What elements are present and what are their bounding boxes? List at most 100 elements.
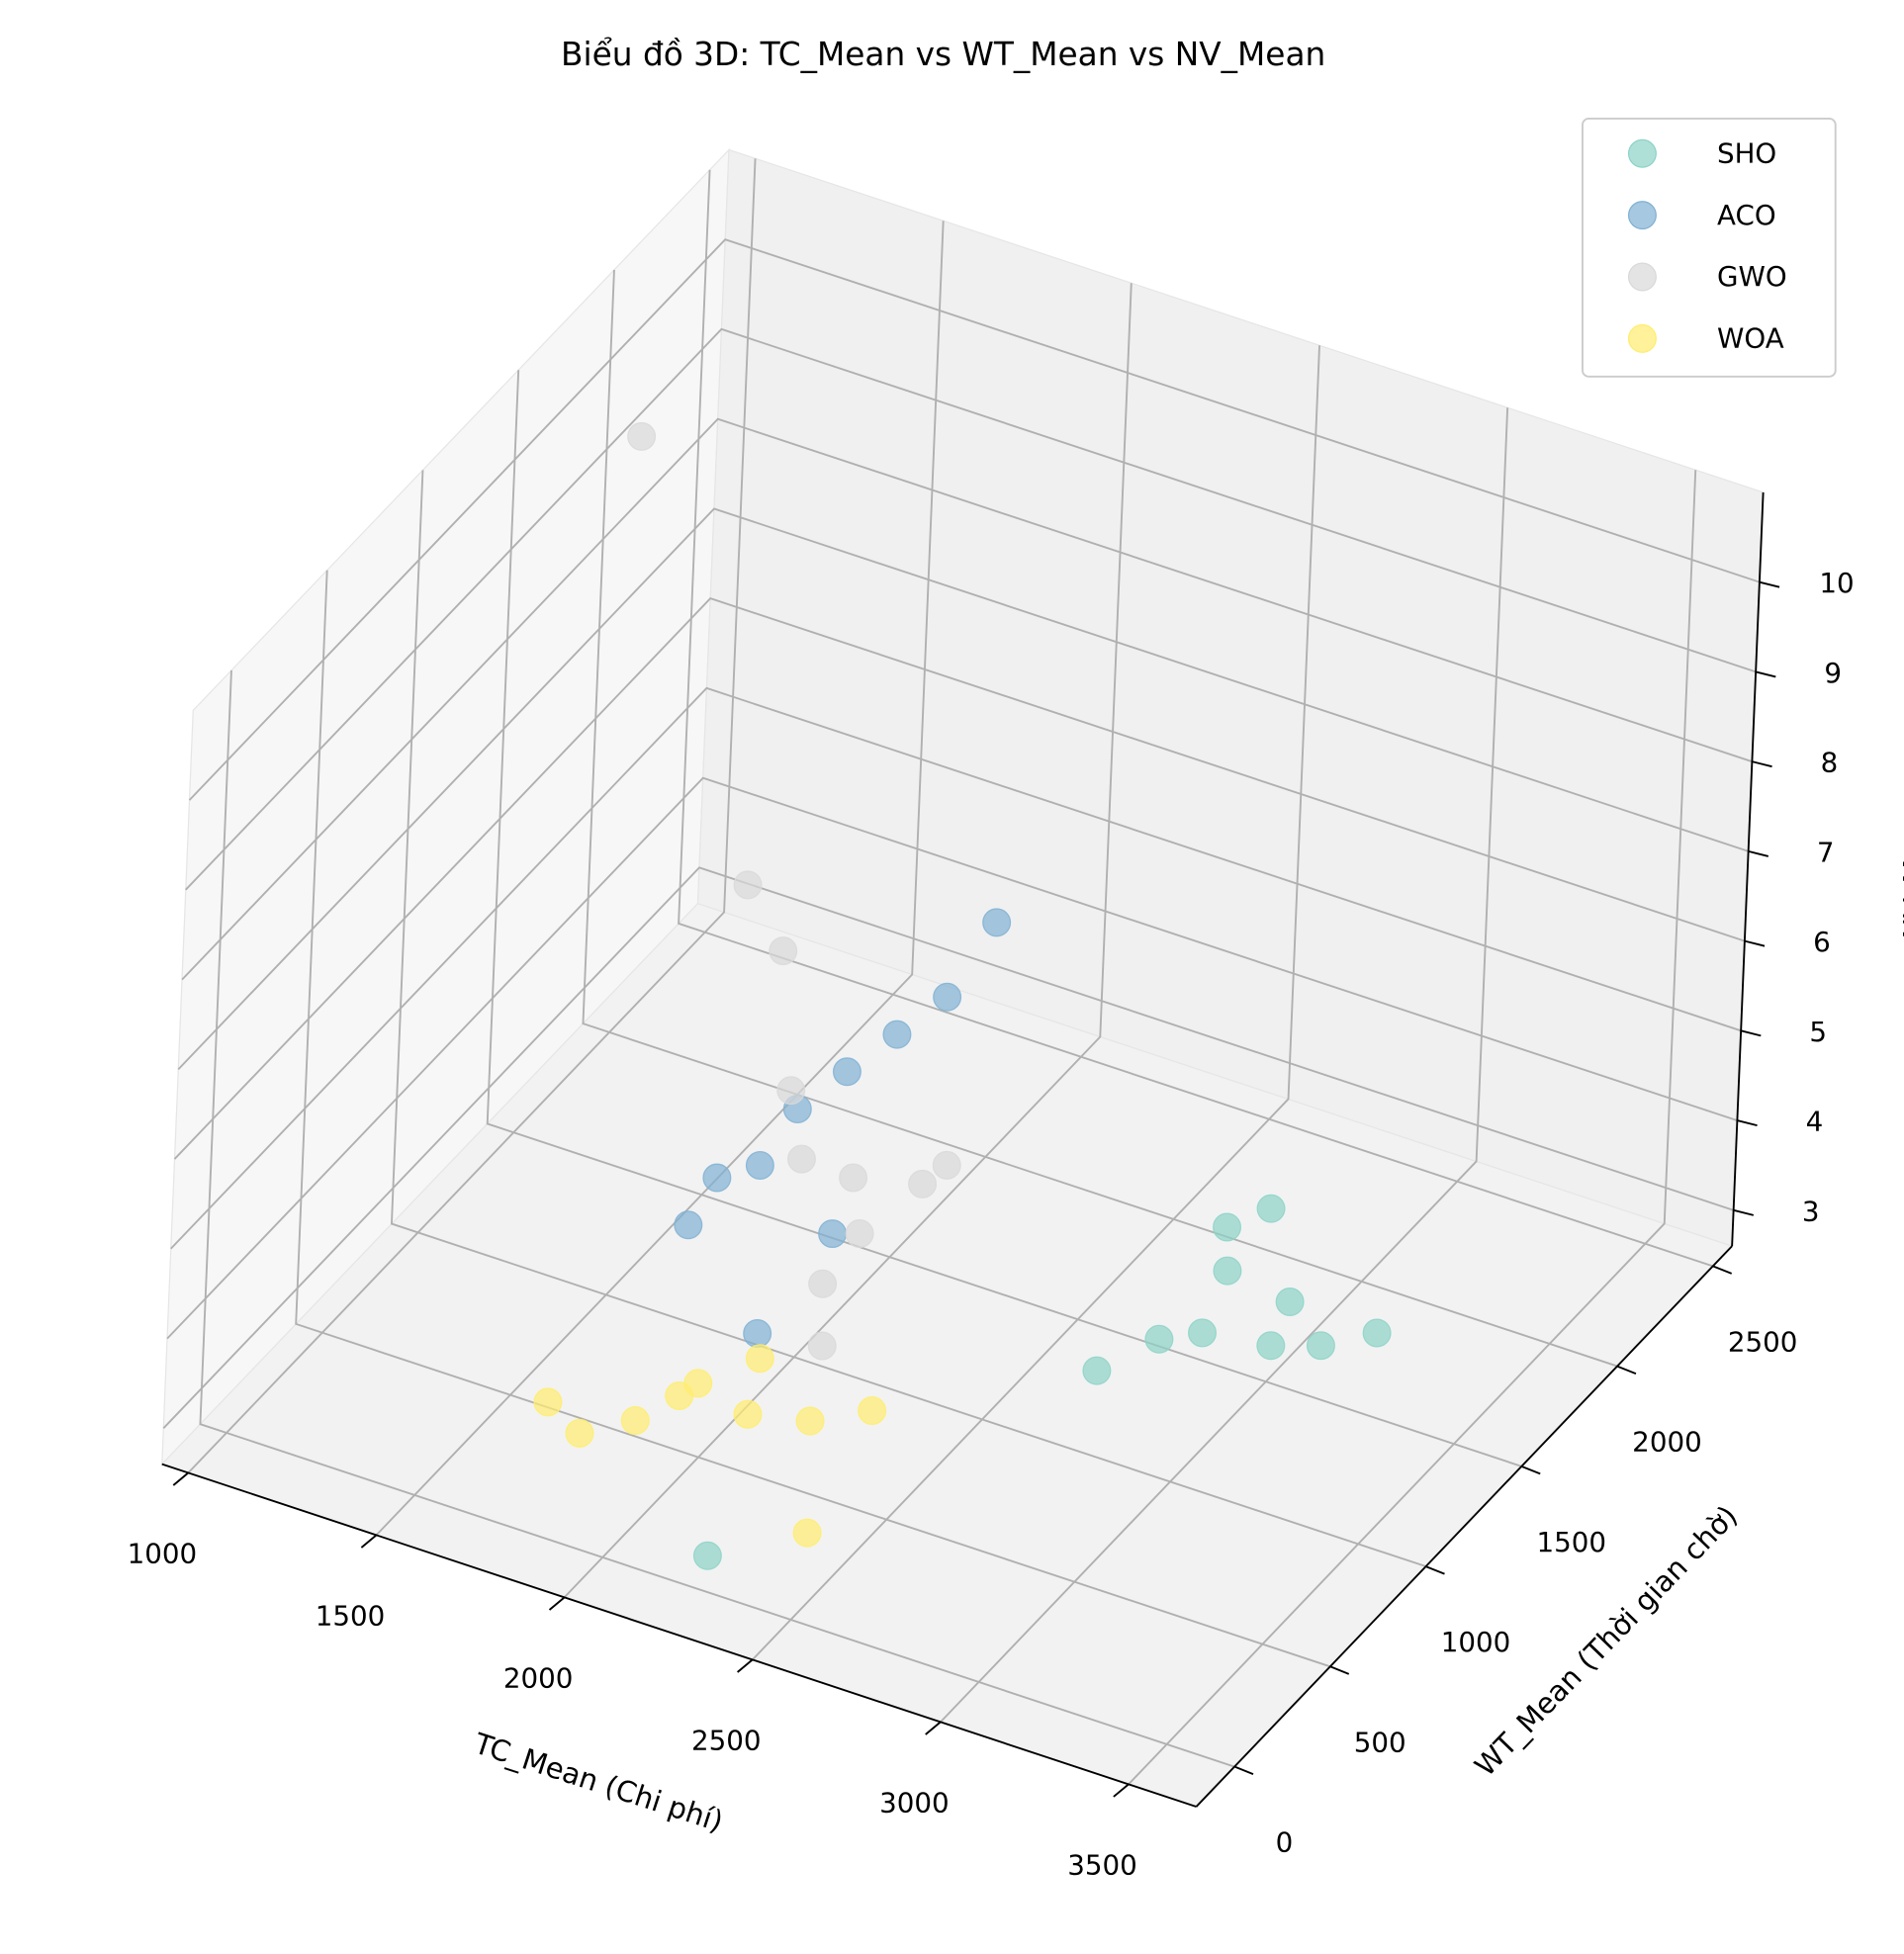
point: [795, 1406, 825, 1436]
x-axis-title: TC_Mean (Chi phí): [469, 1726, 727, 1838]
point: [908, 1169, 938, 1199]
y-tick-label: 500: [1354, 1726, 1406, 1758]
x-axis-line: [161, 1463, 1197, 1808]
legend-label: WOA: [1717, 322, 1784, 355]
grid-line: [678, 169, 1714, 1268]
point: [702, 1163, 732, 1193]
point: [674, 1210, 703, 1240]
grid-line: [1128, 470, 1697, 1786]
point: [745, 1344, 774, 1374]
point: [533, 1387, 563, 1417]
grid-line: [173, 597, 1746, 1160]
z-tick-label: 7: [1817, 836, 1835, 868]
z-tick: [1759, 580, 1780, 588]
point: [743, 1319, 772, 1348]
z-tick-label: 5: [1809, 1016, 1827, 1048]
point: [932, 1150, 961, 1180]
y-tick: [1233, 1765, 1254, 1775]
z-tick-label: 6: [1813, 926, 1831, 958]
point: [733, 870, 763, 900]
point: [627, 421, 657, 451]
legend-label: SHO: [1717, 137, 1776, 170]
point: [1188, 1318, 1218, 1348]
point: [832, 1057, 861, 1087]
point: [692, 1541, 722, 1570]
x-tick-label: 2000: [503, 1662, 574, 1695]
point: [845, 1219, 874, 1248]
x-tick: [737, 1658, 754, 1673]
point: [1213, 1256, 1242, 1286]
y-tick-label: 2500: [1728, 1325, 1798, 1358]
point: [933, 982, 962, 1012]
points: [533, 421, 1392, 1570]
point: [1213, 1212, 1242, 1242]
z-tick: [1752, 760, 1772, 768]
grid-line: [177, 507, 1749, 1071]
legend-marker: [1627, 262, 1657, 292]
z-tick: [1748, 849, 1769, 857]
point: [1306, 1331, 1335, 1361]
grid-line: [486, 370, 1522, 1467]
z-tick-label: 3: [1802, 1195, 1820, 1227]
legend-frame: [1582, 118, 1837, 378]
grid-line: [752, 345, 1320, 1661]
point: [882, 1020, 912, 1049]
point: [839, 1163, 868, 1193]
point: [1362, 1318, 1392, 1348]
grid-line: [375, 221, 945, 1537]
point: [808, 1269, 838, 1298]
x-tick-label: 3500: [1067, 1849, 1137, 1882]
x-tick: [172, 1471, 189, 1486]
y-tick: [1616, 1365, 1637, 1376]
z-axis-title: NV_Mean: [1898, 806, 1904, 939]
x-tick-label: 1000: [128, 1538, 198, 1570]
point: [733, 1399, 763, 1429]
x-tick-label: 3000: [879, 1787, 950, 1820]
z-tick-label: 10: [1819, 567, 1854, 599]
z-tick: [1737, 1119, 1758, 1127]
z-tick: [1744, 939, 1766, 947]
grid-line: [187, 158, 757, 1474]
grid: [162, 158, 1761, 1786]
grid-line: [188, 238, 1761, 801]
z-tick-label: 4: [1806, 1106, 1824, 1138]
x-tick-label: 1500: [316, 1600, 386, 1633]
y-tick: [1425, 1565, 1445, 1575]
point: [565, 1418, 594, 1448]
point: [745, 1151, 774, 1181]
y-tick: [1329, 1665, 1350, 1675]
y-tick: [1520, 1465, 1541, 1475]
point: [1256, 1194, 1286, 1223]
legend: SHO ACO GWO WOA: [1582, 118, 1837, 378]
y-tick: [1712, 1265, 1733, 1275]
grid-line: [582, 269, 1618, 1368]
grid-line: [940, 407, 1509, 1724]
point: [1144, 1324, 1174, 1354]
legend-label: ACO: [1717, 199, 1776, 231]
z-tick: [1740, 1029, 1762, 1037]
legend-marker: [1627, 138, 1657, 168]
legend-marker: [1627, 201, 1657, 230]
chart-title: Biểu đồ 3D: TC_Mean vs WT_Mean vs NV_Mea…: [561, 36, 1325, 73]
y-tick-label: 1000: [1441, 1626, 1511, 1658]
point: [1082, 1356, 1112, 1385]
point: [1275, 1287, 1305, 1316]
legend-label: GWO: [1717, 260, 1787, 293]
grid-line: [199, 669, 1235, 1768]
point: [858, 1396, 887, 1426]
x-tick: [925, 1721, 942, 1735]
point: [769, 936, 798, 966]
point: [818, 1219, 848, 1249]
grid-line: [170, 686, 1742, 1250]
axes: 1000 1500 2000 2500 3000 3500 0 500 1000 1500 2000…: [128, 491, 1855, 1882]
y-tick-label: 1500: [1536, 1526, 1606, 1558]
point: [665, 1381, 694, 1411]
grid-line: [162, 866, 1734, 1429]
y-tick-label: 0: [1276, 1826, 1294, 1859]
point: [787, 1144, 816, 1174]
grid-line: [166, 776, 1738, 1340]
grid-line: [390, 470, 1426, 1567]
point: [807, 1331, 837, 1361]
axes-panes: [160, 147, 1765, 1808]
